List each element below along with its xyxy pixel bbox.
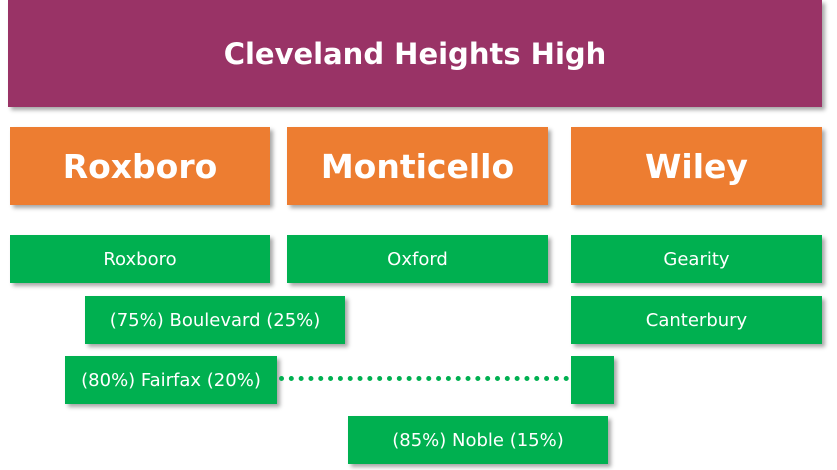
header-box: Cleveland Heights High bbox=[8, 0, 822, 107]
elementary-box: Gearity bbox=[571, 235, 822, 283]
elementary-box: Canterbury bbox=[571, 296, 822, 344]
elementary-box: (75%) Boulevard (25%) bbox=[85, 296, 345, 344]
elementary-box: Roxboro bbox=[10, 235, 270, 283]
school-box: Wiley bbox=[571, 127, 822, 205]
connector-box bbox=[571, 356, 614, 404]
elementary-box: Oxford bbox=[287, 235, 548, 283]
school-box: Monticello bbox=[287, 127, 548, 205]
elementary-box: (85%) Noble (15%) bbox=[348, 416, 608, 464]
elementary-box: (80%) Fairfax (20%) bbox=[65, 356, 277, 404]
dotted-connector bbox=[279, 376, 569, 381]
school-box: Roxboro bbox=[10, 127, 270, 205]
